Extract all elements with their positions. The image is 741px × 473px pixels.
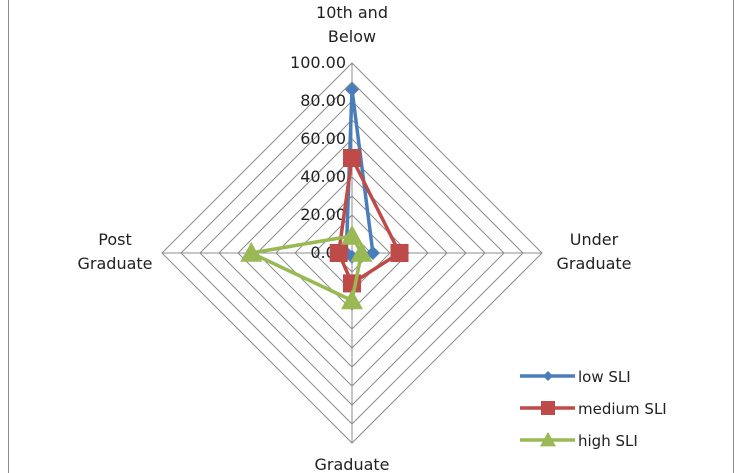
data-point [350, 242, 373, 262]
legend-label: medium SLI [578, 400, 667, 418]
legend-entry: medium SLI [520, 400, 667, 418]
legend-entry: low SLI [520, 368, 631, 386]
legend-entry: high SLI [520, 432, 638, 450]
legend-label: high SLI [578, 432, 638, 450]
category-labels: 10th and Below Under Graduate Graduate Post Gr… [78, 3, 632, 473]
tick-label: 100.00 [290, 53, 346, 72]
category-label: Post Graduate [78, 230, 153, 273]
category-label: Graduate [315, 455, 390, 473]
data-point [341, 289, 363, 310]
data-point [329, 244, 348, 262]
legend-label: low SLI [578, 368, 631, 386]
legend: low SLI medium SLI high SLI [520, 368, 667, 450]
tick-label: 20.00 [300, 205, 346, 224]
category-label: Under Graduate [557, 230, 632, 273]
data-point [343, 149, 361, 167]
data-point [240, 242, 263, 262]
tick-label: 60.00 [300, 129, 346, 148]
data-point [341, 224, 363, 245]
category-label: 10th and Below [316, 3, 388, 46]
data-point [345, 82, 359, 97]
tick-label: 40.00 [300, 167, 346, 186]
data-point [390, 244, 409, 262]
legend-marker [540, 432, 556, 447]
series-high-sli [240, 224, 373, 310]
data-series [240, 82, 409, 310]
legend-marker [543, 371, 553, 381]
legend-marker [541, 401, 555, 415]
tick-label: 80.00 [300, 91, 346, 110]
